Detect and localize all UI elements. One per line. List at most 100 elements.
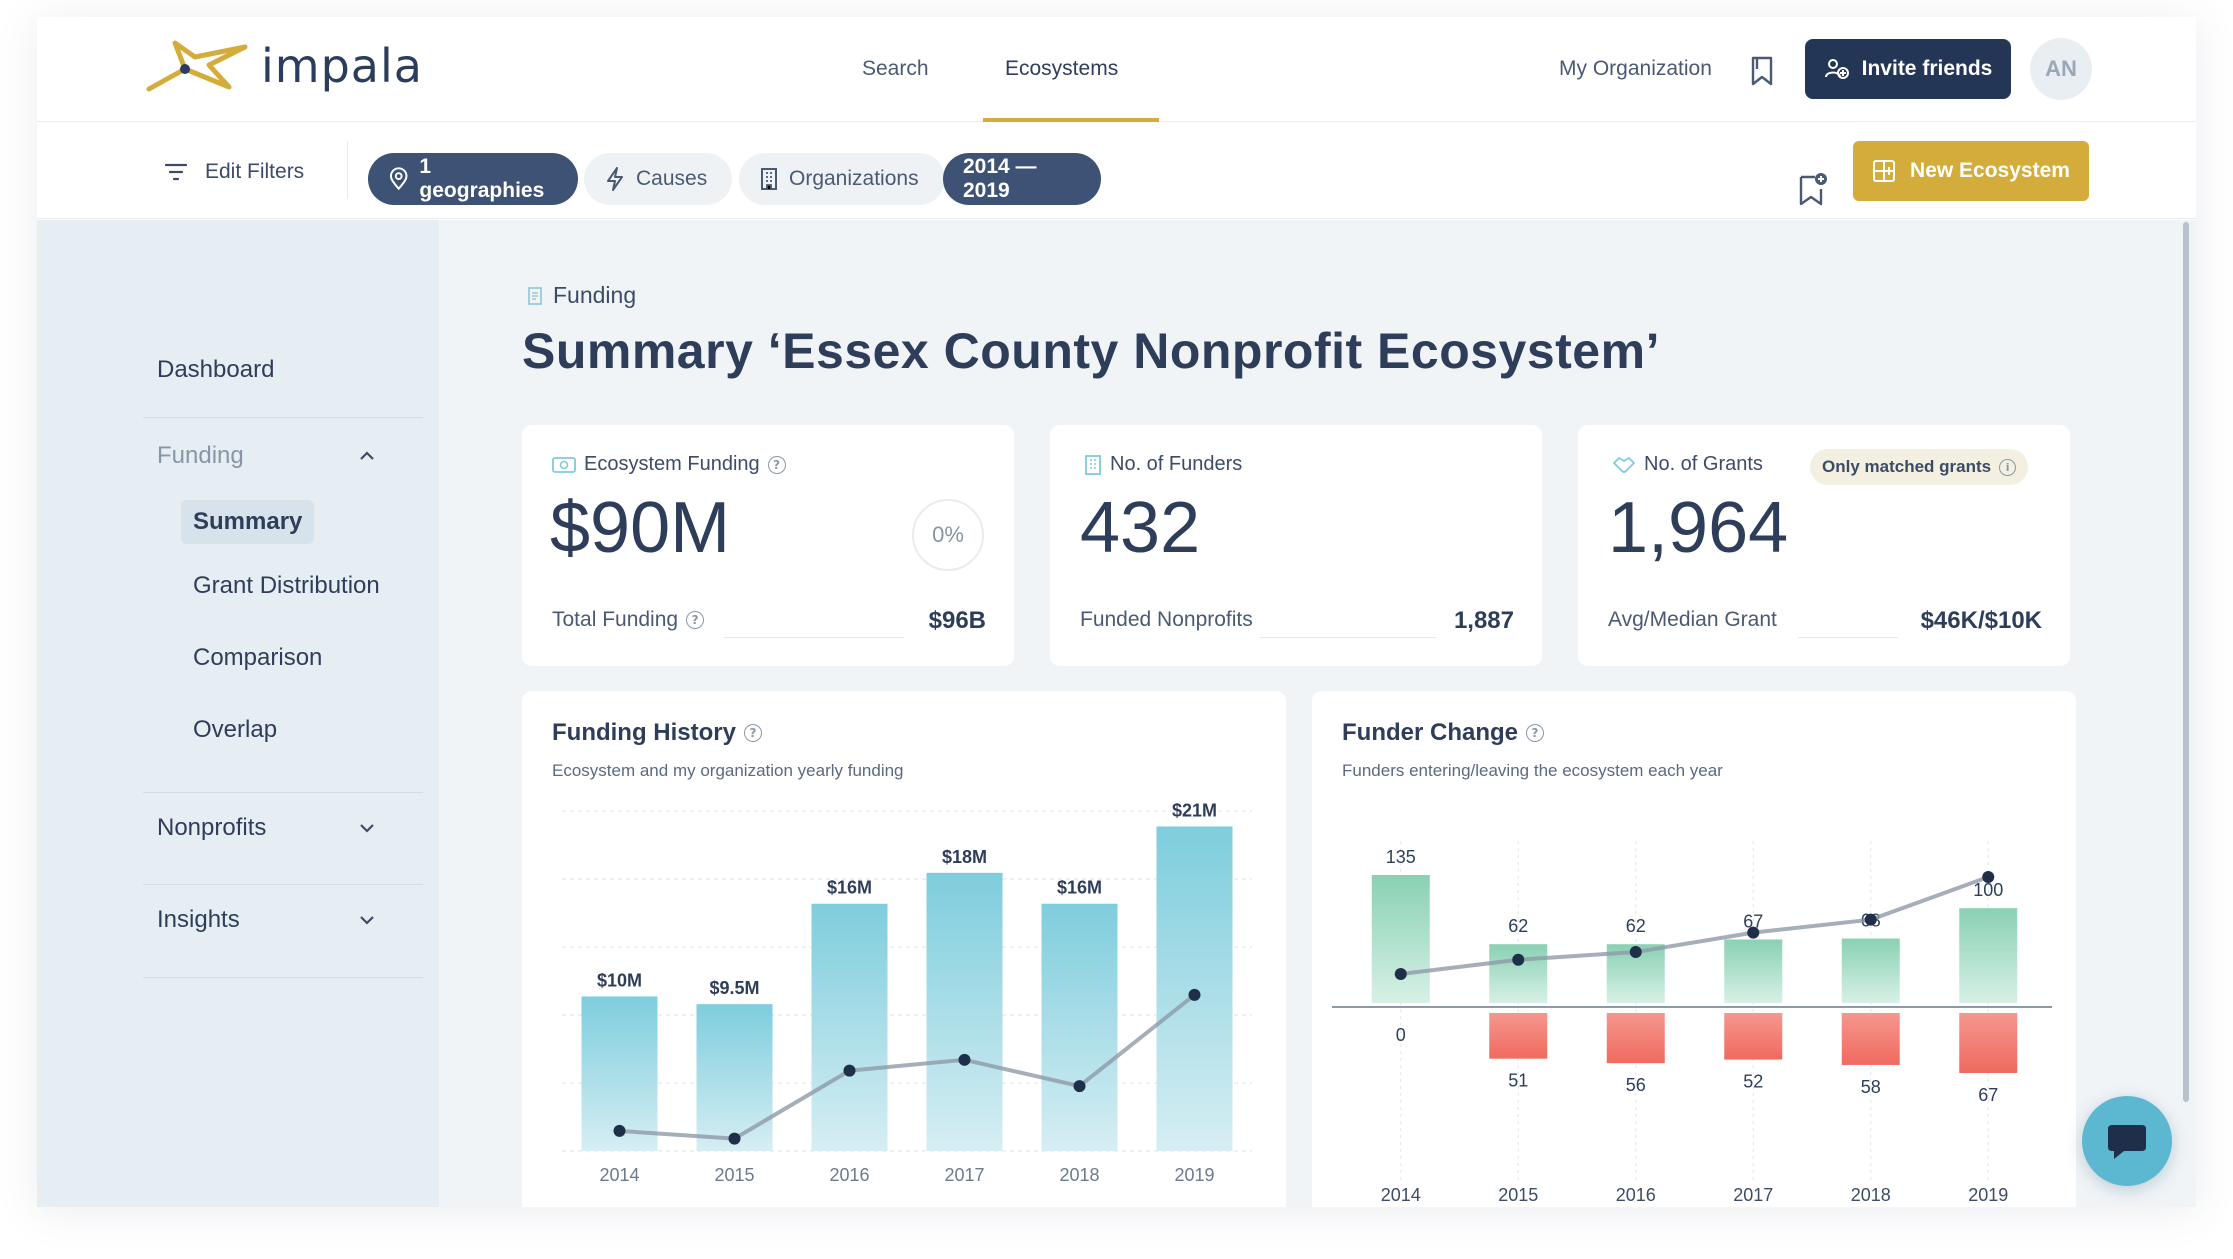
new-ecosystem-button[interactable]: New Ecosystem: [1853, 141, 2089, 201]
nav-ecosystems[interactable]: Ecosystems: [1005, 57, 1119, 80]
edit-filters-button[interactable]: Edit Filters: [165, 160, 304, 184]
funding-history-card: Funding History ? Ecosystem and my organ…: [522, 691, 1286, 1207]
invite-friends-button[interactable]: Invite friends: [1805, 39, 2011, 99]
nav-my-organization[interactable]: My Organization: [1559, 57, 1712, 80]
stat-label-text: No. of Grants: [1644, 453, 1763, 475]
help-icon[interactable]: ?: [743, 724, 762, 742]
chart-title-text: Funder Change: [1342, 719, 1519, 746]
funding-history-chart: $10M 2014 $9.5M 2015 $16M 2016 $18M 2017 $16M 201…: [562, 800, 1252, 1185]
x-tick-label: 2015: [714, 1165, 754, 1185]
only-matched-grants-badge[interactable]: Only matched grants i: [1810, 449, 2029, 485]
invite-icon: [1824, 59, 1849, 79]
chip-causes[interactable]: Causes: [584, 153, 732, 205]
sidebar-sub-comparison[interactable]: Comparison: [193, 644, 323, 671]
scrollbar[interactable]: [2183, 222, 2189, 1102]
series-line: [1400, 875, 1989, 976]
bookmark-icon[interactable]: [1749, 55, 1775, 87]
impala-logo-icon: [146, 40, 248, 92]
bar-leaving: [1489, 1013, 1548, 1059]
bar-entering: [1959, 908, 2018, 1003]
x-tick-label: 2014: [1381, 1185, 1421, 1205]
sidebar-item-insights[interactable]: Insights: [157, 906, 240, 933]
add-bookmark-icon[interactable]: [1797, 171, 1829, 207]
stat-value: $90M: [550, 488, 731, 568]
stat-card-grants: No. of Grants Only matched grants i 1,96…: [1578, 425, 2070, 666]
line-point: [1982, 871, 1995, 883]
chip-organizations[interactable]: Organizations: [739, 153, 945, 205]
sidebar-divider: [143, 884, 423, 885]
chart-subtitle: Ecosystem and my organization yearly fun…: [552, 761, 904, 780]
map-pin-icon: [389, 167, 408, 191]
sidebar: Dashboard Funding Summary Grant Distribu…: [37, 220, 439, 1207]
page-title: Summary ‘Essex County Nonprofit Ecosyste…: [522, 323, 1660, 379]
help-icon[interactable]: ?: [1526, 724, 1545, 742]
data-label: $21M: [1172, 800, 1217, 820]
new-ecosystem-label: New Ecosystem: [1910, 159, 2070, 182]
line-point: [1747, 926, 1760, 939]
chart-title-text: Funding History: [552, 719, 736, 746]
help-icon[interactable]: ?: [686, 611, 705, 629]
chip-geographies[interactable]: 1 geographies: [368, 153, 578, 205]
sidebar-item-dashboard[interactable]: Dashboard: [157, 356, 275, 383]
logo[interactable]: impala: [145, 39, 423, 93]
data-label: 0: [1396, 1025, 1406, 1045]
sidebar-sub-summary[interactable]: Summary: [181, 500, 315, 544]
divider: [1798, 637, 1898, 638]
x-tick-label: 2018: [1059, 1165, 1099, 1185]
stat-label: No. of Grants: [1612, 453, 1763, 476]
sidebar-item-nonprofits[interactable]: Nonprofits: [157, 814, 267, 841]
sidebar-sub-grant-distribution[interactable]: Grant Distribution: [193, 572, 380, 599]
data-label: $18M: [942, 847, 987, 867]
help-icon[interactable]: ?: [767, 455, 786, 474]
top-navbar: impala Search Ecosystems My Organization…: [37, 17, 2196, 122]
bar: [696, 1004, 773, 1151]
sidebar-item-funding[interactable]: Funding: [157, 442, 244, 469]
x-tick-label: 2019: [1174, 1165, 1214, 1185]
data-label: 62: [1626, 916, 1646, 936]
stat-sub-label-text: Total Funding: [552, 608, 679, 631]
sidebar-divider: [143, 792, 423, 793]
line-point: [1394, 968, 1407, 980]
line-point: [1073, 1080, 1086, 1093]
line-point: [1188, 988, 1201, 1001]
invite-friends-label: Invite friends: [1861, 57, 1993, 80]
bar-entering: [1371, 875, 1430, 1003]
data-label: $16M: [827, 878, 872, 898]
divider: [347, 141, 348, 199]
bar-entering: [1841, 938, 1900, 1003]
sidebar-divider: [143, 977, 423, 978]
x-tick-label: 2015: [1498, 1185, 1538, 1205]
info-icon[interactable]: i: [1999, 458, 2017, 476]
nav-active-indicator: [983, 118, 1159, 122]
stat-value: 432: [1080, 488, 1201, 568]
nav-search[interactable]: Search: [862, 57, 929, 80]
line-point: [1512, 953, 1525, 966]
line-point: [728, 1132, 741, 1145]
bolt-icon: [607, 167, 623, 191]
chevron-down-icon[interactable]: [359, 914, 375, 926]
series-line: [619, 993, 1196, 1141]
badge-label: Only matched grants: [1822, 457, 1992, 476]
stat-card-funders: No. of Funders 432 Funded Nonprofits 1,8…: [1050, 425, 1542, 666]
funder-change-chart: 1350201462512015625620166752201768582018…: [1332, 841, 2052, 1205]
chevron-down-icon[interactable]: [359, 822, 375, 834]
data-label: 67: [1978, 1085, 1998, 1105]
data-label: $16M: [1057, 878, 1102, 898]
stat-label-text: Ecosystem Funding: [584, 453, 760, 475]
chip-date-range[interactable]: 2014 — 2019: [943, 153, 1101, 205]
chevron-up-icon[interactable]: [359, 450, 375, 462]
chart-title: Funder Change ?: [1342, 719, 1545, 747]
stat-label: No. of Funders: [1084, 453, 1242, 476]
stat-sub-value: $46K/$10K: [1920, 607, 2042, 634]
bar: [1156, 826, 1233, 1151]
app-name: impala: [261, 39, 423, 93]
avatar[interactable]: AN: [2030, 38, 2092, 100]
x-tick-label: 2017: [1733, 1185, 1773, 1205]
chat-button[interactable]: [2082, 1096, 2172, 1186]
x-tick-label: 2016: [829, 1165, 869, 1185]
sidebar-sub-overlap[interactable]: Overlap: [193, 716, 278, 743]
app-window: impala Search Ecosystems My Organization…: [37, 17, 2196, 1207]
filter-icon: [165, 163, 187, 181]
bar-entering: [1489, 944, 1548, 1003]
line-point: [843, 1064, 856, 1077]
